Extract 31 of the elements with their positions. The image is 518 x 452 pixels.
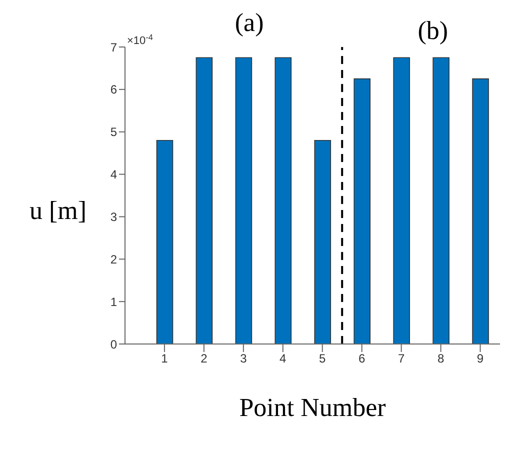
y-tick-label: 3 [110,210,118,224]
x-tick-label: 7 [398,352,405,366]
text: (b) [416,16,450,46]
x-tick-label: 2 [200,352,208,366]
x-tick-label: 3 [240,352,248,366]
bar [196,57,213,344]
x-tick-label: 9 [476,352,484,366]
x-tick-label: 1 [161,352,168,366]
y-tick-label: 0 [110,337,118,352]
bar [235,57,252,344]
y-tick-label: 2 [110,252,118,266]
bar [472,78,489,344]
bar [354,78,371,344]
y-tick-label: 1 [110,294,118,309]
x-tick-label: 8 [437,352,444,366]
x-axis-title: Point Number [238,393,387,423]
x-tick-label: 6 [358,352,366,366]
text: (a) [234,8,265,38]
bar [274,57,292,344]
x-tick-label: 5 [319,352,326,366]
bar [156,140,174,344]
annotation: ×10$^{-4}$ [127,32,154,47]
bar [432,57,450,344]
bar [314,140,332,344]
y-tick-label: 5 [110,125,118,140]
y-tick-label: 6 [110,82,118,97]
x-tick-label: 4 [280,352,287,366]
bar [393,57,410,344]
y-tick-label: 4 [110,168,118,182]
y-tick-label: 7 [110,40,118,54]
y-axis-title: u [m] [28,196,88,226]
